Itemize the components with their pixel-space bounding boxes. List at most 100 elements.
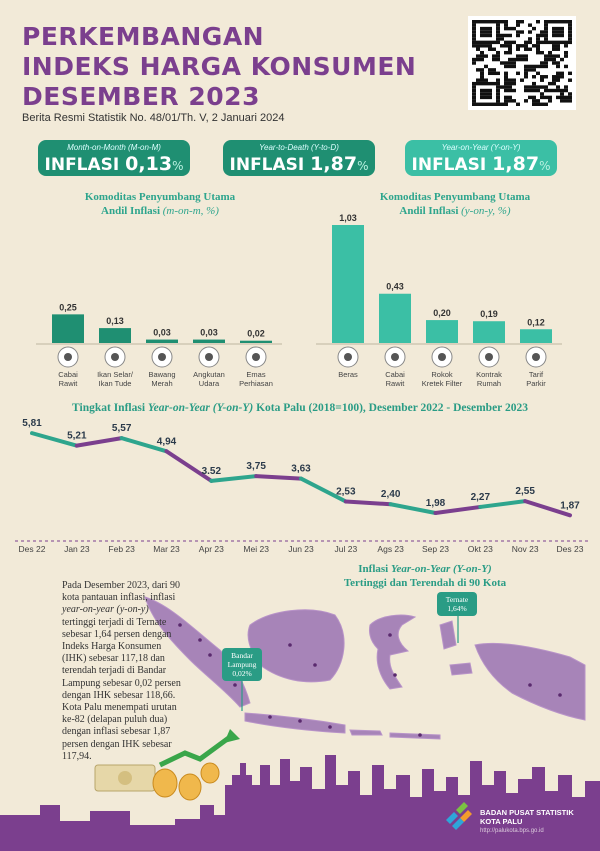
onion-icon-glyph — [158, 353, 166, 361]
bar-mtm-2 — [146, 339, 178, 343]
bar-yoy-4 — [520, 329, 552, 343]
sulawesi-island — [369, 614, 417, 690]
line-point-label-8: 2,40 — [381, 489, 401, 500]
bar-mtm-3 — [193, 339, 225, 343]
bps-url[interactable]: http://palukota.bps.go.id — [480, 828, 544, 834]
summary-paragraph: Pada Desember 2023, dari 90 kota pantaua… — [62, 580, 181, 762]
bar-mtm-category-3-1: Udara — [199, 379, 220, 388]
bar-yoy-category-1-1: Rawit — [386, 379, 406, 388]
line-category-1: Jan 23 — [64, 544, 90, 554]
pill-yoy-label: Year-on-Year (Y-on-Y) — [441, 143, 521, 152]
title-line-2: INDEKS HARGA KONSUMEN — [22, 52, 417, 81]
line-segment-1 — [74, 436, 124, 448]
bar-mtm-category-1-0: Ikan Selar/ — [97, 370, 134, 379]
house-icon-glyph — [485, 353, 493, 361]
line-category-11: Nov 23 — [512, 544, 539, 554]
bar-mtm-category-0-1: Rawit — [59, 379, 79, 388]
bar-mtm-category-2-1: Merah — [151, 379, 172, 388]
line-chart-title: Tingkat Inflasi Year-on-Year (Y-on-Y) Ko… — [72, 402, 528, 414]
line-category-3: Mar 23 — [153, 544, 180, 554]
bar-mtm-label-2: 0,03 — [153, 328, 171, 338]
pill-mtm-value: INFLASI 0,13% — [44, 153, 184, 175]
line-point-label-0: 5,81 — [22, 418, 42, 429]
bps-logo-icon — [446, 802, 472, 830]
bar-mtm-1 — [99, 328, 131, 343]
line-segment-11 — [523, 499, 572, 518]
bar-mtm-category-3-0: Angkutan — [193, 370, 225, 379]
nusa-tenggara-islands — [349, 729, 441, 740]
line-segment-2 — [119, 436, 169, 454]
line-chart: 5,81 Des 22 5,21 Jan 23 5,57 Feb 23 4,94 Mar 23… — [15, 418, 590, 554]
bar-mtm-category-1-1: Ikan Tude — [99, 379, 132, 388]
qr-code[interactable] — [468, 16, 576, 110]
bar-yoy-label-4: 0,12 — [527, 317, 545, 327]
bar-mtm-category-4-1: Perhiasan — [239, 379, 273, 388]
chili-icon-glyph — [391, 353, 399, 361]
line-category-7: Jul 23 — [334, 544, 357, 554]
java-island — [244, 712, 346, 734]
pill-ytd-value: INFLASI 1,87% — [229, 153, 369, 175]
pill-ytd: Year-to-Death (Y-to-D) INFLASI 1,87% — [223, 140, 375, 176]
line-segment-4 — [209, 474, 259, 483]
bar-yoy-category-2-1: Kretek Filter — [422, 379, 463, 388]
bar-mtm-label-1: 0,13 — [106, 316, 124, 326]
bar-mtm-category-2-0: Bawang — [148, 370, 175, 379]
maluku-islands — [439, 620, 473, 676]
bar-yoy-label-0: 1,03 — [339, 213, 357, 223]
line-category-8: Ags 23 — [377, 544, 404, 554]
line-segment-7 — [343, 499, 393, 507]
bar-yoy-category-3-1: Rumah — [477, 379, 501, 388]
line-point-label-6: 3,63 — [291, 464, 311, 475]
line-segment-6 — [299, 476, 348, 504]
line-point-label-3: 4,94 — [157, 436, 177, 447]
bar-mtm-title: Komoditas Penyumbang Utama Andil Inflasi… — [84, 191, 236, 217]
line-point-label-9: 1,98 — [426, 498, 446, 509]
line-point-label-2: 5,57 — [112, 423, 132, 434]
line-point-label-4: 3.52 — [202, 466, 222, 477]
bar-mtm-label-4: 0,02 — [247, 329, 265, 339]
fish-icon-glyph — [111, 353, 119, 361]
coins-illustration — [94, 729, 240, 801]
line-segment-0 — [30, 431, 79, 448]
line-category-4: Apr 23 — [199, 544, 224, 554]
line-point-label-5: 3,75 — [246, 461, 266, 472]
bar-yoy-0 — [332, 225, 364, 343]
bar-mtm-0 — [52, 314, 84, 343]
papua-island — [474, 642, 586, 721]
bar-yoy-label-2: 0,20 — [433, 308, 451, 318]
rice-icon-glyph — [344, 353, 352, 361]
pill-mtm-label: Month-on-Month (M-on-M) — [67, 143, 161, 152]
bar-yoy-category-1-0: Cabai — [385, 370, 405, 379]
line-point-label-10: 2,27 — [471, 492, 491, 503]
bar-mtm-label-0: 0,25 — [59, 302, 77, 312]
callout-ternate: Ternate 1,64% — [437, 592, 477, 616]
bar-yoy-category-2-0: Rokok — [431, 370, 453, 379]
line-category-5: Mei 23 — [243, 544, 269, 554]
subtitle: Berita Resmi Statistik No. 48/01/Th. V, … — [22, 112, 285, 124]
pill-ytd-label: Year-to-Death (Y-to-D) — [259, 143, 339, 152]
line-category-2: Feb 23 — [108, 544, 135, 554]
line-category-6: Jun 23 — [288, 544, 314, 554]
line-point-label-11: 2,55 — [515, 486, 535, 497]
bar-yoy-1 — [379, 293, 411, 343]
bar-yoy-title: Komoditas Penyumbang Utama Andil Inflasi… — [379, 191, 531, 217]
bar-yoy-3 — [473, 321, 505, 343]
bar-yoy-category-4-0: Tarif — [529, 370, 544, 379]
parking-icon-glyph — [532, 353, 540, 361]
bar-mtm-category-0-0: Cabai — [58, 370, 78, 379]
line-point-label-1: 5,21 — [67, 431, 87, 442]
line-segment-3 — [164, 449, 214, 483]
bar-mtm-4 — [240, 340, 272, 343]
line-point-label-7: 2,53 — [336, 487, 356, 498]
line-category-10: Okt 23 — [468, 544, 493, 554]
bar-yoy-2 — [426, 320, 458, 343]
line-segment-5 — [254, 474, 303, 481]
pill-yoy: Year-on-Year (Y-on-Y) INFLASI 1,87% — [405, 140, 557, 176]
bps-org-name: BADAN PUSAT STATISTIK KOTA PALU — [480, 808, 574, 826]
line-category-12: Des 23 — [557, 544, 584, 554]
kalimantan-island — [247, 609, 345, 683]
bar-yoy-label-3: 0,19 — [480, 309, 498, 319]
bar-yoy-category-0-0: Beras — [338, 370, 358, 379]
bar-yoy-category-3-0: Kontrak — [476, 370, 502, 379]
